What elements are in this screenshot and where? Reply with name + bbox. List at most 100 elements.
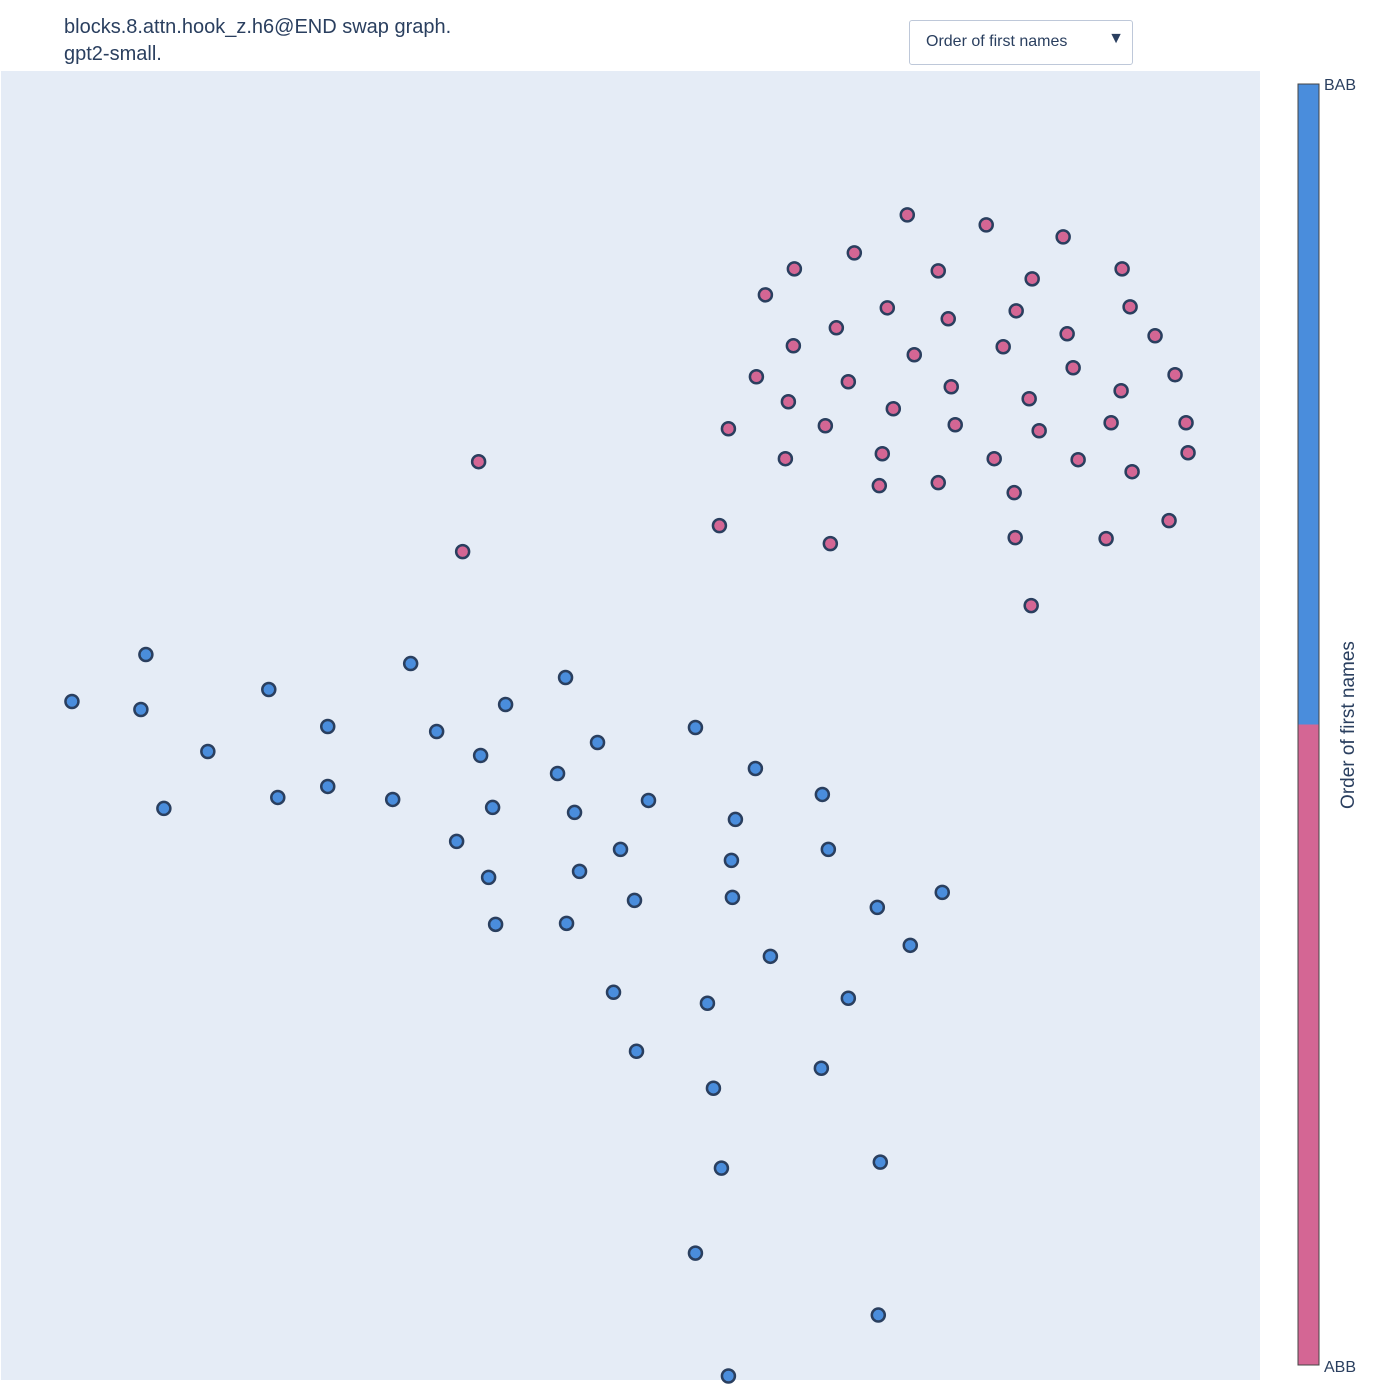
- scatter-point-bab[interactable]: [720, 1368, 737, 1384]
- scatter-point-abb[interactable]: [1161, 512, 1177, 529]
- scatter-point-abb[interactable]: [947, 416, 963, 433]
- scatter-point-bab[interactable]: [699, 995, 716, 1012]
- scatter-point-abb[interactable]: [1007, 529, 1023, 546]
- scatter-point-abb[interactable]: [1006, 484, 1022, 501]
- scatter-point-abb[interactable]: [786, 261, 803, 277]
- scatter-point-abb[interactable]: [871, 477, 888, 494]
- scatter-point-abb[interactable]: [1070, 451, 1086, 468]
- scatter-point-bab[interactable]: [64, 693, 80, 710]
- scatter-point-bab[interactable]: [934, 884, 951, 901]
- scatter-point-bab[interactable]: [428, 723, 445, 740]
- scatter-point-abb[interactable]: [828, 320, 845, 336]
- scatter-point-abb[interactable]: [879, 300, 896, 316]
- scatter-point-bab[interactable]: [840, 990, 857, 1007]
- scatter-point-abb[interactable]: [1023, 597, 1039, 614]
- scatter-point-abb[interactable]: [1055, 229, 1071, 245]
- scatter-point-bab[interactable]: [747, 760, 764, 777]
- scatter-point-abb[interactable]: [1147, 328, 1163, 344]
- scatter-point-abb[interactable]: [711, 517, 728, 534]
- scatter-point-abb[interactable]: [817, 417, 834, 434]
- scatter-point-bab[interactable]: [626, 892, 643, 909]
- scatter-point-abb[interactable]: [1008, 303, 1024, 319]
- scatter-point-abb[interactable]: [1031, 422, 1047, 439]
- scatter-point-bab[interactable]: [138, 646, 154, 663]
- scatter-point-bab[interactable]: [814, 786, 831, 803]
- scatter-point-abb[interactable]: [780, 393, 797, 410]
- color-by-dropdown[interactable]: Order of first names ▼: [909, 20, 1133, 65]
- scatter-point-bab[interactable]: [713, 1160, 730, 1176]
- scatter-point-abb[interactable]: [777, 450, 794, 467]
- scatter-point-abb[interactable]: [930, 474, 947, 491]
- scatter-point-bab[interactable]: [480, 869, 497, 886]
- scatter-point-bab[interactable]: [558, 915, 575, 932]
- scatter-point-abb[interactable]: [1024, 271, 1040, 287]
- scatter-point-bab[interactable]: [472, 747, 489, 764]
- scatter-point-bab[interactable]: [723, 852, 740, 869]
- scatter-point-abb[interactable]: [874, 445, 891, 462]
- scatter-point-abb[interactable]: [940, 311, 956, 327]
- scatter-point-bab[interactable]: [872, 1154, 889, 1170]
- scatter-point-bab[interactable]: [156, 800, 172, 817]
- scatter-point-bab[interactable]: [605, 984, 622, 1001]
- scatter-point-abb[interactable]: [1124, 463, 1140, 480]
- scatter-point-abb[interactable]: [748, 369, 765, 385]
- scatter-point-abb[interactable]: [757, 287, 774, 303]
- scatter-point-abb[interactable]: [822, 535, 839, 552]
- scatter-point-abb[interactable]: [899, 207, 916, 223]
- scatter-point-abb[interactable]: [1178, 414, 1194, 431]
- scatter-point-abb[interactable]: [930, 263, 947, 279]
- scatter-point-abb[interactable]: [1021, 390, 1037, 407]
- scatter-point-bab[interactable]: [902, 937, 919, 954]
- scatter-point-bab[interactable]: [200, 743, 216, 760]
- scatter-point-bab[interactable]: [640, 792, 657, 809]
- scatter-point-abb[interactable]: [995, 339, 1011, 355]
- scatter-point-bab[interactable]: [870, 1307, 887, 1323]
- scatter-point-bab[interactable]: [589, 734, 606, 751]
- scatter-point-abb[interactable]: [1065, 360, 1081, 376]
- scatter-point-bab[interactable]: [869, 899, 886, 916]
- scatter-point-abb[interactable]: [885, 400, 902, 417]
- scatter-point-abb[interactable]: [1098, 530, 1114, 547]
- scatter-point-abb[interactable]: [785, 338, 802, 354]
- scatter-point-bab[interactable]: [628, 1043, 645, 1060]
- scatter-point-abb[interactable]: [943, 379, 959, 395]
- scatter-point-bab[interactable]: [762, 948, 779, 965]
- scatter-point-bab[interactable]: [484, 799, 501, 816]
- scatter-point-bab[interactable]: [724, 889, 741, 906]
- scatter-point-bab[interactable]: [497, 696, 514, 713]
- scatter-point-abb[interactable]: [1180, 444, 1196, 461]
- scatter-point-bab[interactable]: [402, 655, 419, 672]
- scatter-point-bab[interactable]: [448, 833, 465, 850]
- scatter-point-bab[interactable]: [384, 791, 401, 808]
- scatter-point-bab[interactable]: [727, 811, 744, 828]
- scatter-point-bab[interactable]: [571, 863, 588, 880]
- scatter-point-bab[interactable]: [557, 669, 574, 686]
- scatter-point-bab[interactable]: [687, 1245, 704, 1261]
- scatter-point-bab[interactable]: [319, 778, 336, 795]
- scatter-point-bab[interactable]: [261, 681, 277, 698]
- scatter-point-abb[interactable]: [1113, 383, 1129, 399]
- scatter-point-bab[interactable]: [487, 916, 504, 933]
- scatter-point-abb[interactable]: [986, 450, 1002, 467]
- scatter-point-bab[interactable]: [813, 1060, 830, 1076]
- scatter-point-bab[interactable]: [687, 719, 704, 736]
- scatter-point-abb[interactable]: [1167, 367, 1183, 383]
- scatter-point-bab[interactable]: [566, 804, 583, 821]
- scatter-point-abb[interactable]: [1059, 326, 1075, 342]
- scatter-point-bab[interactable]: [319, 718, 336, 735]
- scatter-point-bab[interactable]: [133, 701, 149, 718]
- scatter-point-abb[interactable]: [1122, 299, 1138, 315]
- scatter-point-bab[interactable]: [705, 1080, 722, 1096]
- scatter-point-abb[interactable]: [978, 217, 994, 233]
- scatter-point-abb[interactable]: [470, 453, 487, 470]
- scatter-point-abb[interactable]: [1103, 414, 1119, 431]
- scatter-point-abb[interactable]: [840, 374, 857, 390]
- scatter-point-abb[interactable]: [906, 347, 923, 363]
- scatter-point-bab[interactable]: [549, 765, 566, 782]
- scatter-point-abb[interactable]: [454, 543, 471, 560]
- scatter-point-bab[interactable]: [820, 841, 837, 858]
- scatter-point-bab[interactable]: [612, 841, 629, 858]
- scatter-point-abb[interactable]: [1114, 261, 1130, 277]
- scatter-point-abb[interactable]: [846, 245, 863, 261]
- scatter-point-abb[interactable]: [720, 420, 737, 437]
